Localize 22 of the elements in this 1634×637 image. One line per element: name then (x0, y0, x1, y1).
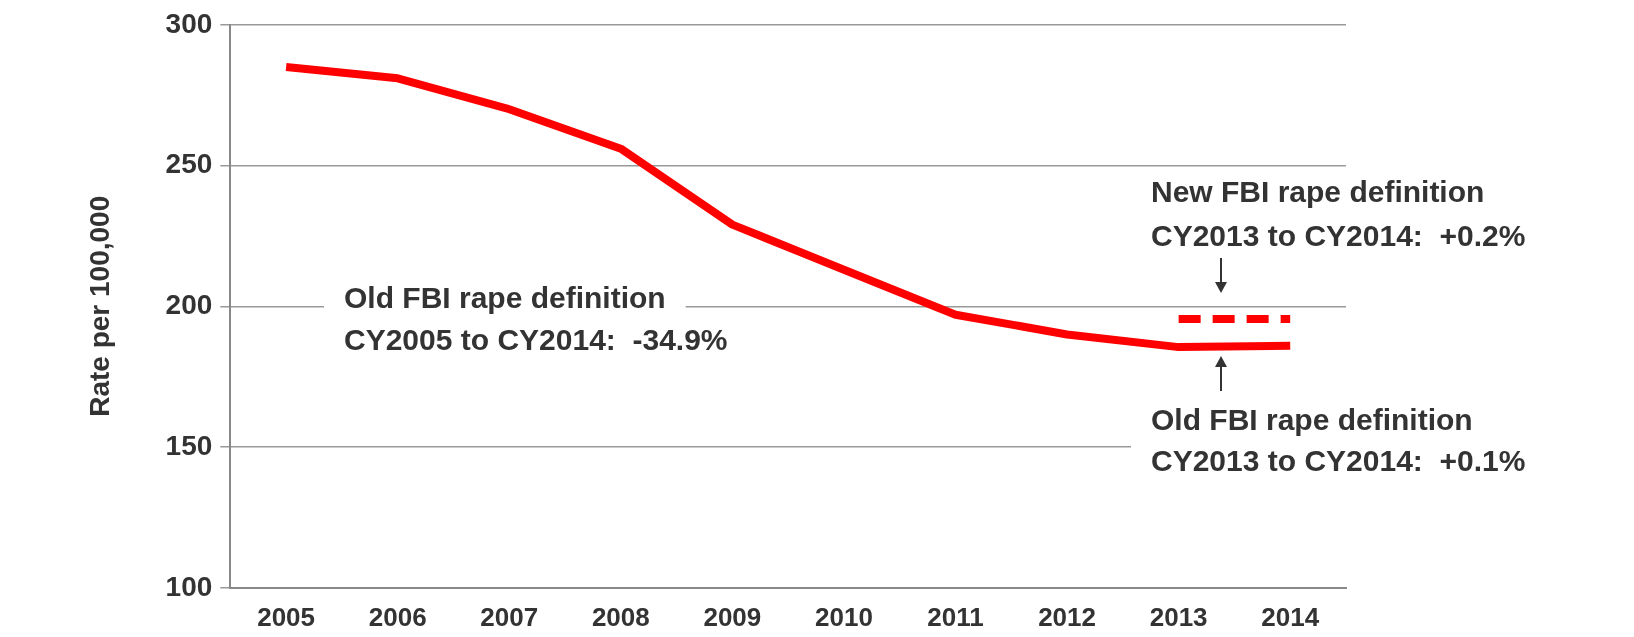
x-tick-label: 2013 (1149, 601, 1208, 632)
y-tick-label: 200 (165, 289, 213, 321)
y-tick-label: 300 (165, 7, 213, 39)
y-tick-label: 150 (165, 429, 213, 461)
x-tick-label: 2010 (815, 601, 873, 632)
x-tick-label: 2012 (1038, 601, 1096, 632)
x-tick-label: 2011 (927, 601, 984, 632)
y-axis-title: Rate per 100,000 (83, 195, 115, 417)
annotation: CY2013 to CY2014: +0.1% (1151, 444, 1526, 478)
annotation: Old FBI rape definition (1151, 403, 1473, 437)
x-tick-label: 2014 (1261, 601, 1320, 632)
x-tick-label: 2009 (703, 601, 762, 632)
x-tick-label: 2005 (257, 601, 316, 632)
annotation: Old FBI rape definition (344, 281, 666, 315)
annotation: CY2005 to CY2014: -34.9% (344, 323, 728, 357)
y-tick-label: 250 (165, 148, 213, 180)
x-tick-label: 2008 (591, 601, 650, 632)
x-tick-label: 2006 (368, 601, 427, 632)
annotation: CY2013 to CY2014: +0.2% (1151, 219, 1526, 253)
annotation: New FBI rape definition (1151, 175, 1485, 209)
x-tick-label: 2007 (480, 601, 539, 632)
y-tick-label: 100 (165, 570, 213, 602)
